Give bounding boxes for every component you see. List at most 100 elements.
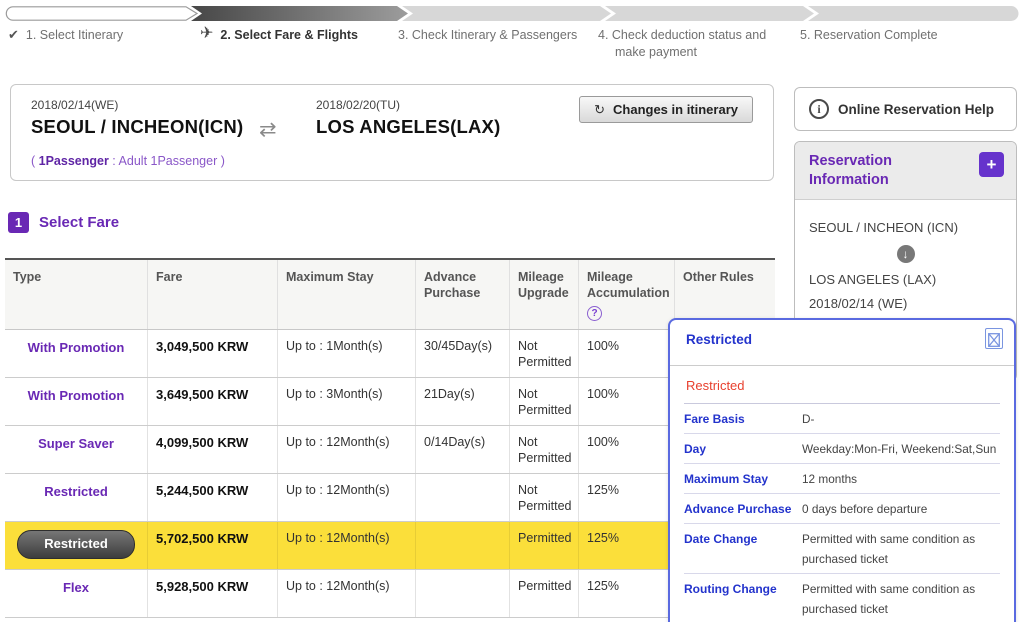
header-mileage-upgrade: Mileage Upgrade [510,260,579,329]
popup-rule-row: Advance Purchase 0 days before departure [684,494,1000,524]
rule-value: 12 months [802,472,858,486]
rule-label: Day [684,442,707,456]
fare-type-button[interactable]: Super Saver [38,436,114,451]
check-icon: ✔ [8,27,19,42]
rule-value: Weekday:Mon-Fri, Weekend:Sat,Sun [802,442,997,456]
popup-header: Restricted [670,320,1014,366]
fare-type-cell: Flex [5,570,148,617]
fare-table-header: Type Fare Maximum Stay Advance Purchase … [5,258,775,330]
fare-table-row[interactable]: Restricted 5,244,500 KRW Up to : 12Month… [5,474,775,522]
step-5-reservation-complete: 5. Reservation Complete [800,27,1010,44]
reservation-origin: SEOUL / INCHEON (ICN) [809,220,959,235]
popup-rule-row: Day Weekday:Mon-Fri, Weekend:Sat,Sun [684,434,1000,464]
fare-type-cell: With Promotion [5,378,148,425]
mileage-accumulation-value: 125% [579,474,675,521]
advance-purchase-value [416,474,510,521]
header-maximum-stay: Maximum Stay [278,260,416,329]
fare-price: 4,099,500 KRW [148,426,278,473]
fare-price: 5,702,500 KRW [148,522,278,569]
fare-table-body: With Promotion 3,049,500 KRW Up to : 1Mo… [5,330,775,618]
fare-type-button[interactable]: Flex [62,580,89,595]
changes-in-itinerary-button[interactable]: ↻ Changes in itinerary [579,96,753,123]
step-label: 2. Select Fare & Flights [220,28,358,42]
maximum-stay-value: Up to : 12Month(s) [278,522,416,569]
expand-plus-button[interactable]: + [979,152,1004,177]
progress-bar [5,6,1019,21]
header-mileage-accumulation: Mileage Accumulation ? [579,260,675,329]
online-reservation-help-button[interactable]: i Online Reservation Help [794,87,1017,131]
changes-in-itinerary-label: Changes in itinerary [613,102,738,117]
advance-purchase-value [416,522,510,569]
popup-fare-name: Restricted [686,378,745,393]
rule-value: Permitted with same condition as purchas… [802,532,976,566]
rule-label: Routing Change [684,582,777,596]
step-1-select-itinerary[interactable]: ✔ 1. Select Itinerary [8,27,188,44]
fare-price: 5,928,500 KRW [148,570,278,617]
step-label: 4. Check deduction status and make payme… [598,28,767,59]
mileage-upgrade-value: Not Permitted [510,330,579,377]
fare-table-row[interactable]: With Promotion 3,049,500 KRW Up to : 1Mo… [5,330,775,378]
step-label: 3. Check Itinerary & Passengers [398,28,578,42]
header-fare: Fare [148,260,278,329]
return-date: 2018/02/20(TU) [316,98,401,112]
popup-rules-list: Fare Basis D- Day Weekday:Mon-Fri, Weeke… [684,404,1000,622]
fare-rules-popup: Restricted Restricted Fare Basis D- Day [668,318,1016,622]
reservation-date: 2018/02/14 (WE) [809,296,908,311]
popup-rule-row: Fare Basis D- [684,404,1000,434]
advance-purchase-value [416,570,510,617]
close-icon[interactable] [985,328,1003,349]
advance-purchase-value: 30/45Day(s) [416,330,510,377]
fare-table-row[interactable]: Super Saver 4,099,500 KRW Up to : 12Mont… [5,426,775,474]
progress-segment-current [191,6,408,21]
step-label: 5. Reservation Complete [800,28,938,42]
step-4-check-deduction-payment: 4. Check deduction status and make payme… [598,27,780,61]
passenger-summary: ( 1Passenger : Adult 1Passenger ) [31,154,225,168]
header-mileage-accumulation-label: Mileage Accumulation [587,270,670,300]
itinerary-summary: 2018/02/14(WE) SEOUL / INCHEON(ICN) ⇄ 20… [10,84,774,181]
select-fare-heading: 1 Select Fare [8,212,119,233]
info-icon: i [809,99,829,119]
refresh-icon: ↻ [594,101,606,117]
divider [684,403,1000,404]
header-type: Type [5,260,148,329]
header-other-rules: Other Rules [683,270,754,284]
reservation-destination: LOS ANGELES (LAX) [809,272,937,287]
fare-price: 3,049,500 KRW [148,330,278,377]
header-advance-purchase: Advance Purchase [416,260,510,329]
fare-type-button[interactable]: Restricted [17,530,135,559]
fare-table-row[interactable]: With Promotion 3,649,500 KRW Up to : 3Mo… [5,378,775,426]
fare-type-cell: Super Saver [5,426,148,473]
rule-value: 0 days before departure [802,502,928,516]
passenger-open: ( [31,154,39,168]
rule-label: Fare Basis [684,412,745,426]
progress-segment-upcoming [808,6,1019,21]
reservation-information-title: Reservation Information [809,153,893,188]
reservation-information-header: Reservation Information + [795,142,1016,200]
mileage-accumulation-value: 100% [579,330,675,377]
step-label: 1. Select Itinerary [25,28,124,42]
fare-type-button[interactable]: With Promotion [27,340,125,355]
fare-type-cell: With Promotion [5,330,148,377]
progress-steps: ✔ 1. Select Itinerary ✈ 2. Select Fare &… [0,26,1024,67]
progress-segment-upcoming [605,6,814,21]
fare-table: Type Fare Maximum Stay Advance Purchase … [5,258,775,618]
progress-segment-upcoming [402,6,611,21]
progress-segment-done [5,6,199,21]
question-help-icon[interactable]: ? [587,306,602,321]
passenger-detail: : Adult 1Passenger ) [108,154,225,168]
fare-table-row[interactable]: Restricted 5,702,500 KRW Up to : 12Month… [5,522,775,570]
fare-table-row[interactable]: Flex 5,928,500 KRW Up to : 12Month(s) Pe… [5,570,775,618]
fare-type-button[interactable]: Restricted [44,484,108,499]
mileage-upgrade-value: Not Permitted [510,426,579,473]
popup-title: Restricted [686,332,753,347]
maximum-stay-value: Up to : 1Month(s) [278,330,416,377]
advance-purchase-value: 21Day(s) [416,378,510,425]
fare-type-cell: Restricted [5,522,148,569]
step-2-select-fare-flights[interactable]: ✈ 2. Select Fare & Flights [200,26,396,44]
passenger-count: 1Passenger [38,154,109,168]
mileage-upgrade-value: Not Permitted [510,378,579,425]
fare-type-button[interactable]: With Promotion [27,388,125,403]
round-trip-arrows-icon: ⇄ [259,118,277,141]
origin-city: SEOUL / INCHEON(ICN) [31,116,244,137]
fare-price: 5,244,500 KRW [148,474,278,521]
